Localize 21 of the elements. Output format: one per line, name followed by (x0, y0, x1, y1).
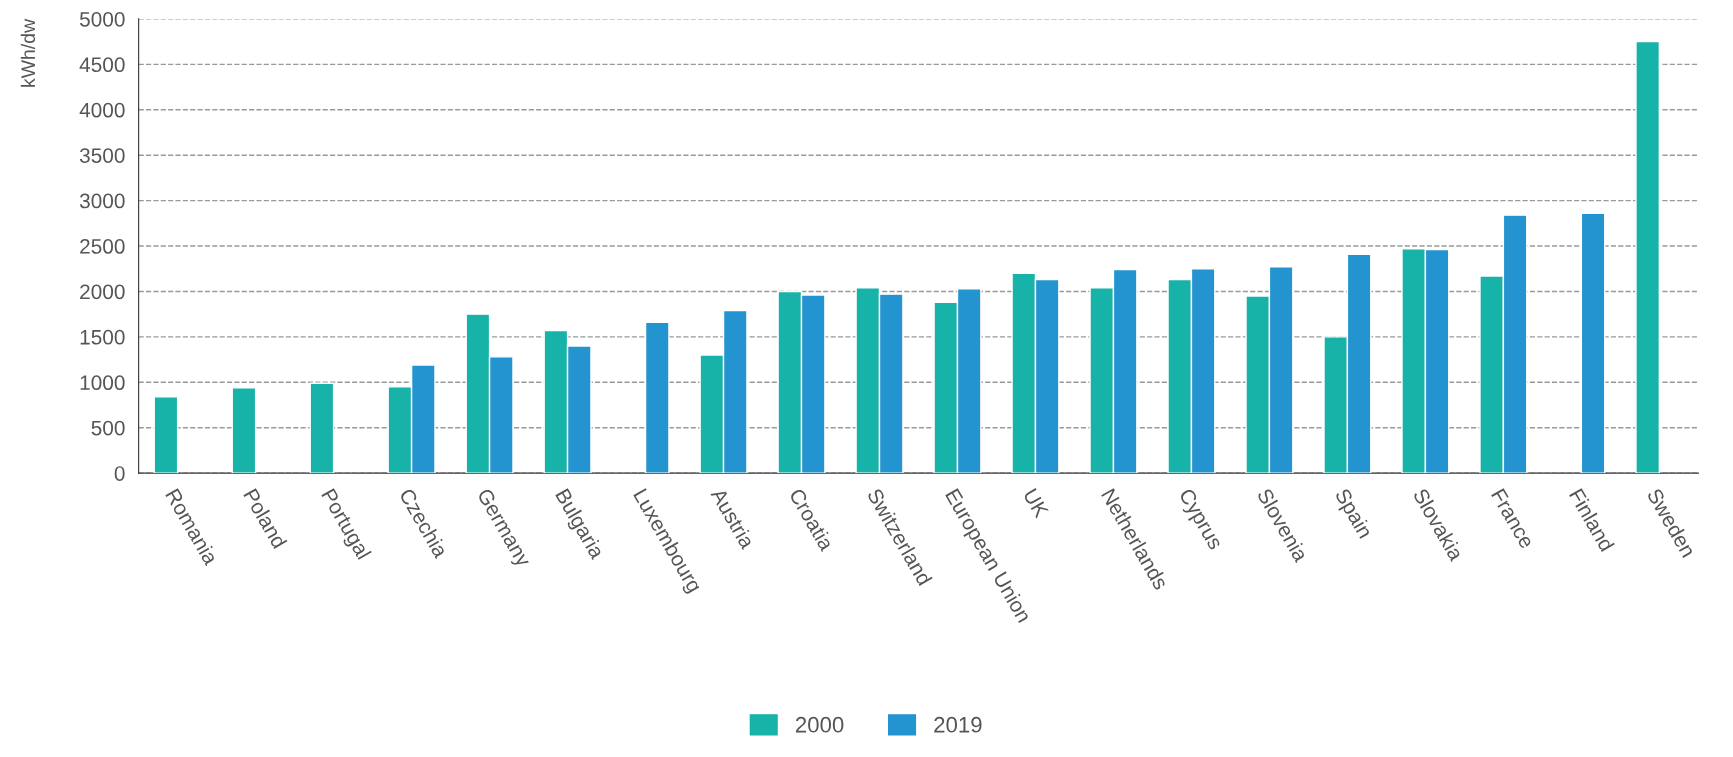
y-axis-title: kWh/dw (20, 18, 36, 87)
y-tick-label: 4500 (79, 57, 125, 73)
bar (1635, 40, 1661, 474)
x-tick-label: UK (1023, 488, 1050, 519)
y-tick-label: 500 (91, 420, 125, 436)
y-tick-label: 1500 (80, 329, 125, 345)
legend-label: 2000 (795, 716, 844, 733)
y-tick-label: 2500 (80, 239, 125, 254)
bar (153, 396, 179, 474)
y-tick-label: 4000 (79, 102, 125, 118)
y-tick-label: 5000 (79, 11, 125, 27)
y-tick-label: 0 (114, 466, 125, 481)
bar (1580, 212, 1606, 474)
y-tick-label: 1000 (80, 375, 125, 391)
y-tick-label: 2000 (80, 284, 125, 300)
y-tick-label: 3000 (79, 193, 125, 209)
bar (644, 321, 670, 474)
legend-label: 2019 (934, 716, 982, 733)
y-tick-label: 3500 (79, 148, 125, 163)
bar (309, 382, 335, 474)
bar (231, 387, 257, 474)
